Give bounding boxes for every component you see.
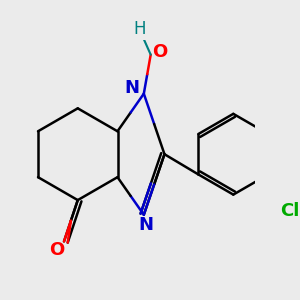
Text: O: O bbox=[152, 44, 167, 62]
Text: N: N bbox=[125, 79, 140, 97]
Text: H: H bbox=[133, 20, 146, 38]
Text: O: O bbox=[50, 241, 65, 259]
Text: Cl: Cl bbox=[280, 202, 300, 220]
Text: N: N bbox=[139, 216, 154, 234]
